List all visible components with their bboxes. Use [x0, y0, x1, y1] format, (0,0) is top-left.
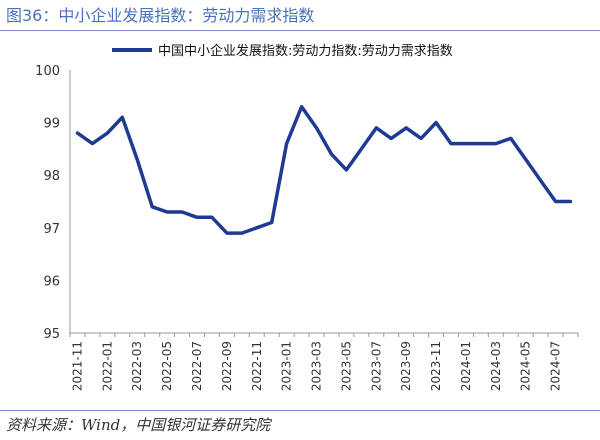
x-tick-label: 2022-05: [160, 341, 174, 391]
legend-label: 中国中小企业发展指数:劳动力指数:劳动力需求指数: [158, 43, 453, 59]
x-tick-label: 2023-01: [280, 341, 294, 391]
x-tick-label: 2021-11: [70, 341, 84, 391]
x-tick-label: 2022-07: [190, 341, 204, 391]
x-tick-label: 2023-09: [399, 341, 413, 391]
y-tick-label: 95: [43, 327, 60, 342]
y-tick-label: 98: [43, 169, 60, 184]
line-chart: 中国中小企业发展指数:劳动力指数:劳动力需求指数 95 96 97 98 99 100 2…: [35, 43, 579, 391]
x-tick-label: 2024-07: [549, 341, 563, 391]
x-tick-label: 2022-09: [220, 341, 234, 391]
x-tick-label: 2022-01: [100, 341, 114, 391]
x-tick-label: 2024-05: [519, 341, 533, 391]
x-tick-label: 2024-01: [459, 341, 473, 391]
x-tick-labels: 2021-11 2022-01 2022-03 2022-05 2022-07 2022-…: [70, 341, 562, 391]
title-divider: [0, 30, 600, 31]
x-tick-label: 2023-11: [429, 341, 443, 391]
y-tick-label: 96: [43, 274, 60, 289]
x-tick-label: 2023-07: [369, 341, 383, 391]
series-line: [75, 105, 573, 235]
source-note: 资料来源：Wind，中国银河证券研究院: [6, 416, 271, 434]
source-divider: [0, 410, 600, 411]
x-tick-label: 2022-11: [250, 341, 264, 391]
x-tick-label: 2023-03: [310, 341, 324, 391]
x-tick-marks: [69, 333, 579, 337]
figure-title: 图36：中小企业发展指数：劳动力需求指数: [6, 6, 315, 25]
y-tick-label: 99: [43, 117, 60, 132]
x-tick-label: 2022-03: [130, 341, 144, 391]
x-tick-label: 2024-03: [489, 341, 503, 391]
y-tick-labels: 95 96 97 98 99 100: [35, 64, 60, 342]
y-tick-label: 100: [35, 64, 60, 79]
x-tick-label: 2023-05: [339, 341, 353, 391]
legend: 中国中小企业发展指数:劳动力指数:劳动力需求指数: [112, 43, 453, 59]
y-tick-label: 97: [43, 222, 60, 237]
